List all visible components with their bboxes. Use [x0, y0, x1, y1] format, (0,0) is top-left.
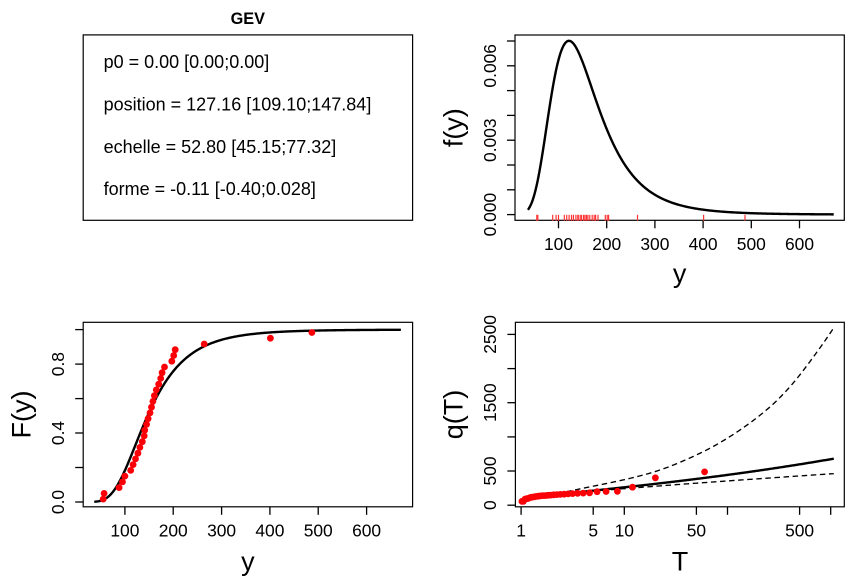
svg-text:400: 400 [255, 520, 284, 540]
svg-text:y: y [673, 259, 687, 289]
svg-text:GEV: GEV [231, 10, 266, 28]
svg-text:0.000: 0.000 [480, 193, 500, 237]
svg-text:0.006: 0.006 [480, 44, 500, 88]
svg-text:0.8: 0.8 [48, 352, 68, 376]
svg-text:100: 100 [110, 520, 139, 540]
svg-text:1: 1 [516, 520, 526, 540]
svg-text:200: 200 [159, 520, 188, 540]
svg-text:10: 10 [615, 520, 634, 540]
svg-text:position = 127.16 [109.10;147.: position = 127.16 [109.10;147.84] [104, 95, 372, 115]
svg-text:0.4: 0.4 [48, 421, 68, 446]
svg-text:300: 300 [640, 234, 669, 254]
svg-text:f(y): f(y) [439, 108, 469, 147]
svg-text:0: 0 [480, 500, 500, 510]
svg-text:p0 = 0.00 [0.00;0.00]: p0 = 0.00 [0.00;0.00] [104, 52, 270, 72]
svg-text:600: 600 [785, 234, 814, 254]
svg-text:5: 5 [588, 520, 598, 540]
svg-text:500: 500 [480, 456, 500, 485]
svg-text:50: 50 [687, 520, 706, 540]
svg-text:400: 400 [689, 234, 718, 254]
svg-text:T: T [672, 547, 689, 576]
svg-text:0.003: 0.003 [480, 118, 500, 162]
svg-text:F(y): F(y) [7, 391, 37, 439]
svg-text:500: 500 [304, 520, 333, 540]
svg-text:500: 500 [785, 520, 814, 540]
svg-text:200: 200 [592, 234, 621, 254]
svg-text:600: 600 [352, 520, 381, 540]
svg-text:500: 500 [737, 234, 766, 254]
svg-text:300: 300 [207, 520, 236, 540]
svg-text:y: y [241, 547, 255, 576]
svg-text:q(T): q(T) [439, 390, 469, 440]
svg-text:0.0: 0.0 [48, 490, 68, 514]
svg-text:2500: 2500 [480, 315, 500, 354]
svg-text:1500: 1500 [480, 383, 500, 422]
svg-text:echelle = 52.80 [45.15;77.32]: echelle = 52.80 [45.15;77.32] [104, 137, 337, 157]
svg-text:forme = -0.11 [-0.40;0.028]: forme = -0.11 [-0.40;0.028] [104, 179, 316, 199]
svg-text:100: 100 [544, 234, 573, 254]
